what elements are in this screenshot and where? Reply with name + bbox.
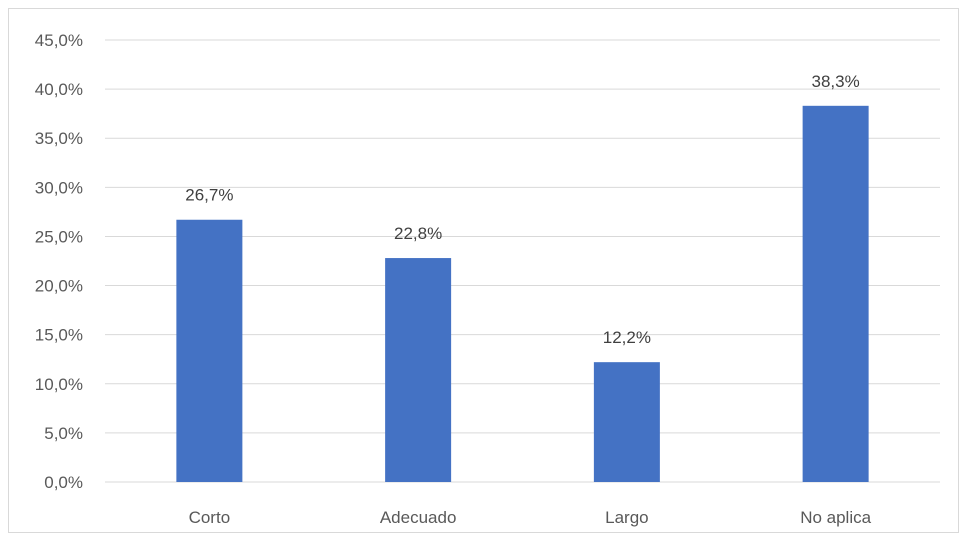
bar	[385, 258, 452, 482]
y-tick-label: 15,0%	[35, 326, 83, 345]
x-axis-categories: Corto Adecuado Largo No aplica	[189, 508, 872, 527]
data-labels: 26,7% 22,8% 12,2% 38,3%	[185, 72, 859, 347]
gridlines	[105, 39, 940, 483]
y-tick-label: 35,0%	[35, 129, 83, 148]
category-label: Largo	[605, 508, 648, 527]
data-label: 12,2%	[603, 328, 651, 347]
category-label: No aplica	[800, 508, 871, 527]
y-tick-label: 5,0%	[44, 424, 83, 443]
bar	[802, 105, 869, 482]
data-label: 26,7%	[185, 186, 233, 205]
bar	[176, 219, 243, 482]
bars	[176, 105, 869, 482]
data-label: 22,8%	[394, 224, 442, 243]
category-label: Adecuado	[380, 508, 457, 527]
y-axis-ticks: 0,0% 5,0% 10,0% 15,0% 20,0% 25,0% 30,0% 35,0% 40…	[35, 31, 83, 492]
y-tick-label: 10,0%	[35, 375, 83, 394]
y-tick-label: 25,0%	[35, 227, 83, 246]
data-label: 38,3%	[812, 72, 860, 91]
bar	[593, 362, 660, 482]
category-label: Corto	[189, 508, 231, 527]
y-tick-label: 45,0%	[35, 31, 83, 50]
y-tick-label: 30,0%	[35, 178, 83, 197]
chart-frame	[8, 8, 959, 533]
y-tick-label: 20,0%	[35, 277, 83, 296]
y-tick-label: 0,0%	[44, 473, 83, 492]
y-tick-label: 40,0%	[35, 80, 83, 99]
